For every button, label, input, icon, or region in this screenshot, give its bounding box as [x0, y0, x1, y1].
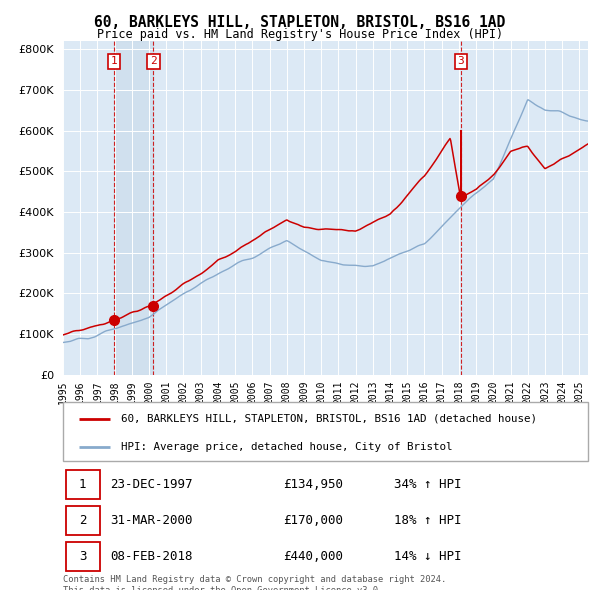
Text: 1: 1 — [111, 56, 118, 66]
Text: 08-FEB-2018: 08-FEB-2018 — [110, 550, 193, 563]
Text: 60, BARKLEYS HILL, STAPLETON, BRISTOL, BS16 1AD (detached house): 60, BARKLEYS HILL, STAPLETON, BRISTOL, B… — [121, 414, 537, 424]
Text: 3: 3 — [79, 550, 86, 563]
Text: 14% ↓ HPI: 14% ↓ HPI — [394, 550, 461, 563]
Text: £440,000: £440,000 — [284, 550, 343, 563]
Text: Contains HM Land Registry data © Crown copyright and database right 2024.
This d: Contains HM Land Registry data © Crown c… — [63, 575, 446, 590]
Text: HPI: Average price, detached house, City of Bristol: HPI: Average price, detached house, City… — [121, 442, 452, 451]
Text: Price paid vs. HM Land Registry's House Price Index (HPI): Price paid vs. HM Land Registry's House … — [97, 28, 503, 41]
Text: 3: 3 — [457, 56, 464, 66]
Bar — [114, 41, 154, 375]
Text: 2: 2 — [150, 56, 157, 66]
Bar — [65, 470, 100, 499]
Text: 18% ↑ HPI: 18% ↑ HPI — [394, 514, 461, 527]
Text: 34% ↑ HPI: 34% ↑ HPI — [394, 478, 461, 491]
Text: 60, BARKLEYS HILL, STAPLETON, BRISTOL, BS16 1AD: 60, BARKLEYS HILL, STAPLETON, BRISTOL, B… — [94, 15, 506, 30]
Text: 1: 1 — [79, 478, 86, 491]
Text: 31-MAR-2000: 31-MAR-2000 — [110, 514, 193, 527]
Text: £134,950: £134,950 — [284, 478, 343, 491]
Text: 2: 2 — [79, 514, 86, 527]
Bar — [65, 506, 100, 535]
Text: £170,000: £170,000 — [284, 514, 343, 527]
Text: 23-DEC-1997: 23-DEC-1997 — [110, 478, 193, 491]
Bar — [65, 542, 100, 571]
